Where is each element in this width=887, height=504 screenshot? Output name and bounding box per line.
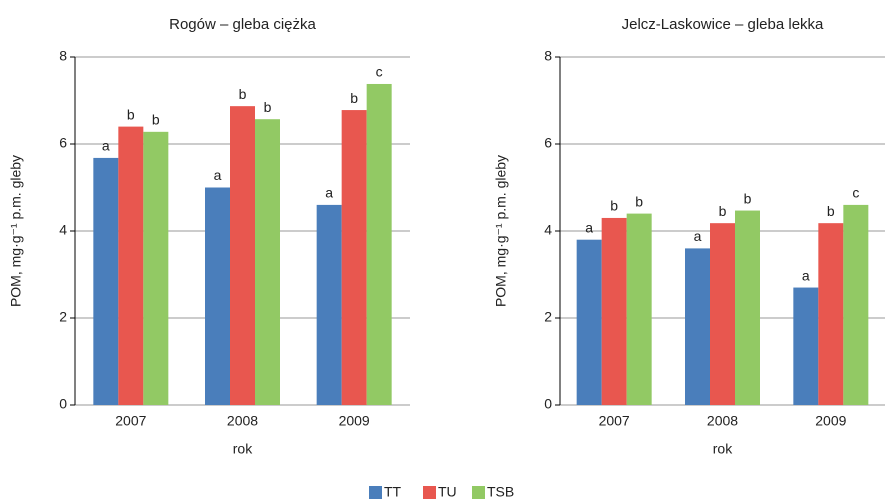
y-tick-label: 0 [544, 396, 552, 412]
bar [341, 110, 367, 405]
x-tick-label: 2007 [599, 413, 630, 429]
y-tick-label: 8 [59, 48, 67, 64]
legend-label: TSB [487, 484, 514, 500]
bar-letter: b [264, 99, 272, 115]
y-tick-label: 6 [59, 135, 67, 151]
bar-letter: a [694, 228, 702, 244]
bar-letter: b [610, 198, 618, 214]
y-axis-label: POM, mg·g⁻¹ p.m. gleby [493, 155, 509, 307]
bar [818, 223, 844, 405]
bar-letter: a [325, 185, 333, 201]
x-tick-label: 2009 [339, 413, 370, 429]
bar-letter: b [744, 190, 752, 206]
y-tick-label: 2 [59, 309, 67, 325]
bar [143, 131, 169, 405]
bar-letter: c [376, 64, 383, 80]
x-tick-label: 2008 [707, 413, 738, 429]
bar [118, 126, 144, 405]
x-axis-label: rok [713, 441, 733, 457]
bar-letter: b [635, 193, 643, 209]
bar [843, 204, 869, 405]
bar-letter: b [127, 106, 135, 122]
bar [230, 106, 255, 405]
bar [601, 217, 627, 405]
bar [255, 119, 280, 405]
legend-swatch [369, 486, 382, 499]
legend-swatch [472, 486, 485, 499]
bar-letter: a [802, 267, 810, 283]
chart-title: Jelcz-Laskowice – gleba lekka [622, 16, 824, 33]
bar [316, 204, 342, 405]
bar-letter: a [585, 219, 593, 235]
bar-letter: b [350, 90, 358, 106]
bar-letter: b [827, 203, 835, 219]
bar [626, 213, 652, 405]
legend-label: TT [384, 484, 402, 500]
bar [205, 187, 230, 405]
y-axis-label: POM, mg·g⁻¹ p.m. gleby [8, 155, 24, 307]
y-tick-label: 8 [544, 48, 552, 64]
bar-letter: b [152, 112, 160, 128]
bar [366, 83, 392, 405]
bar [710, 223, 735, 405]
bar-letter: a [214, 167, 222, 183]
legend-label: TU [438, 484, 457, 500]
x-tick-label: 2007 [115, 413, 146, 429]
x-axis-label: rok [233, 441, 253, 457]
x-tick-label: 2008 [227, 413, 258, 429]
y-tick-label: 2 [544, 309, 552, 325]
bar [735, 210, 760, 405]
y-tick-label: 4 [59, 222, 67, 238]
y-tick-label: 4 [544, 222, 552, 238]
bar [685, 248, 710, 405]
bar-letter: a [102, 138, 110, 154]
chart-title: Rogów – gleba ciężka [169, 16, 316, 33]
y-tick-label: 0 [59, 396, 67, 412]
bar-letter: b [719, 203, 727, 219]
bar [576, 239, 602, 405]
legend-swatch [423, 486, 436, 499]
x-tick-label: 2009 [815, 413, 846, 429]
y-tick-label: 6 [544, 135, 552, 151]
bar [93, 157, 119, 405]
bar-letter: b [239, 86, 247, 102]
bar-letter: c [852, 185, 859, 201]
bar [793, 287, 819, 405]
